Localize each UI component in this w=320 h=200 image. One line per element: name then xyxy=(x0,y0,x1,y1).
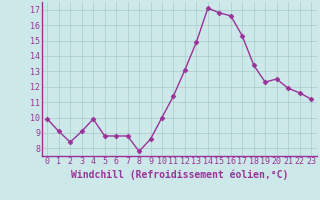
X-axis label: Windchill (Refroidissement éolien,°C): Windchill (Refroidissement éolien,°C) xyxy=(70,169,288,180)
